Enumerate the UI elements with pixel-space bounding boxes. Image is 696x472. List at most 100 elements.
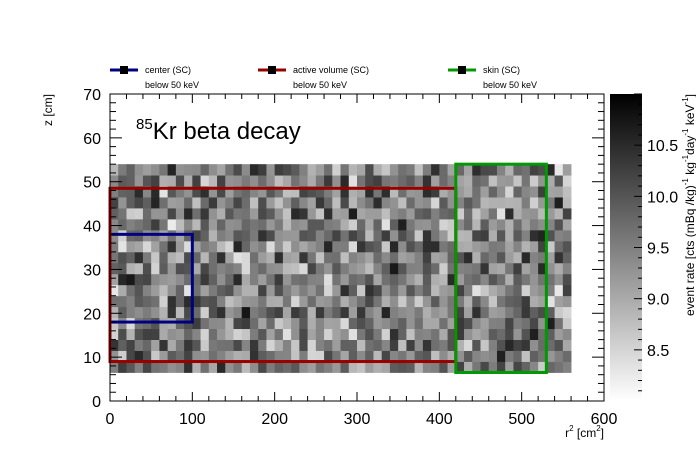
heatmap-cell [513, 273, 523, 286]
heatmap-cell [258, 361, 267, 373]
legend-sublabel: below 50 keV [483, 80, 537, 90]
heatmap-cell [332, 350, 341, 362]
heatmap-cell [217, 361, 226, 373]
heatmap-cell [258, 229, 267, 242]
heatmap-cell [151, 197, 160, 209]
heatmap-cell [381, 208, 391, 220]
heatmap-cell [488, 197, 498, 209]
heatmap-cell [414, 164, 424, 176]
heatmap-cell [175, 186, 185, 198]
heatmap-cell [422, 328, 432, 340]
heatmap-cell [365, 262, 374, 275]
legend-marker [120, 66, 128, 74]
heatmap-cell [546, 164, 555, 176]
heatmap-cell [496, 197, 506, 209]
heatmap-cell [332, 284, 341, 297]
heatmap-cell [472, 186, 481, 198]
heatmap-cell [332, 295, 341, 308]
heatmap-cell [299, 197, 308, 209]
heatmap-cell [464, 218, 473, 231]
heatmap-cell [225, 350, 234, 362]
heatmap-cell [422, 186, 432, 198]
heatmap-cell [192, 197, 201, 209]
heatmap-cell [134, 339, 144, 351]
heatmap-cell [340, 262, 350, 275]
heatmap-cell [340, 328, 350, 340]
heatmap-cell [431, 339, 440, 351]
heatmap-cell [274, 262, 284, 275]
heatmap-cell [274, 218, 284, 231]
heatmap-cell [241, 175, 251, 187]
heatmap-cell [192, 251, 201, 264]
heatmap-cell [505, 197, 514, 209]
heatmap-cell [315, 175, 325, 187]
heatmap-cell [529, 229, 539, 242]
heatmap-cell [488, 328, 498, 340]
heatmap-cell [241, 317, 251, 330]
heatmap-cell [381, 186, 391, 198]
heatmap-cell [299, 175, 308, 187]
x-tick-label: 200 [261, 411, 288, 428]
heatmap-cell [340, 273, 350, 286]
heatmap-cell [521, 328, 531, 340]
heatmap-cell [200, 361, 210, 373]
heatmap-cell [381, 229, 391, 242]
heatmap-cell [455, 164, 465, 176]
heatmap-cell [217, 317, 226, 330]
heatmap-cell [192, 164, 201, 176]
colorbar-tick-label: 9.0 [647, 292, 669, 309]
heatmap-cell [406, 273, 416, 286]
heatmap-cell [472, 306, 481, 319]
heatmap-cell [126, 328, 136, 340]
heatmap-cell [208, 208, 218, 220]
heatmap-cell [151, 208, 160, 220]
heatmap-cell [554, 339, 564, 351]
heatmap-cell [315, 208, 325, 220]
heatmap-cell [488, 273, 498, 286]
heatmap-cell [249, 175, 259, 187]
heatmap-cell [159, 197, 169, 209]
heatmap-cell [241, 197, 251, 209]
heatmap-cell [340, 175, 350, 187]
heatmap-cell [389, 295, 399, 308]
heatmap-cell [381, 295, 391, 308]
heatmap-cell [159, 350, 169, 362]
heatmap-cell [464, 197, 473, 209]
heatmap-cell [175, 164, 185, 176]
heatmap-cell [167, 186, 177, 198]
heatmap-cell [488, 361, 498, 373]
heatmap-cell [422, 350, 432, 362]
heatmap-cell [348, 251, 358, 264]
heatmap-cell [348, 262, 358, 275]
heatmap-cell [348, 295, 358, 308]
heatmap-cell [233, 284, 243, 297]
heatmap-cell [538, 350, 547, 362]
heatmap-cell [455, 262, 465, 275]
heatmap-cell [439, 251, 448, 264]
heatmap-cell [381, 284, 391, 297]
heatmap-cell [357, 339, 366, 351]
y-tick-label: 0 [92, 394, 101, 411]
heatmap-cell [241, 328, 251, 340]
heatmap-cell [464, 251, 473, 264]
heatmap-cell [455, 273, 465, 286]
heatmap-cell [538, 218, 547, 231]
heatmap-cell [447, 361, 457, 373]
heatmap-cell [414, 273, 424, 286]
heatmap-cell [307, 240, 317, 253]
heatmap-cell [439, 317, 448, 330]
heatmap-cell [447, 295, 457, 308]
heatmap-cell [175, 273, 185, 286]
heatmap-cell [208, 284, 218, 297]
heatmap-cell [406, 186, 416, 198]
heatmap-cell [513, 317, 523, 330]
heatmap-cell [159, 262, 169, 275]
heatmap-cell [332, 306, 341, 319]
heatmap-cell [439, 295, 448, 308]
heatmap-cell [521, 197, 531, 209]
heatmap-cell [225, 164, 234, 176]
heatmap-cell [126, 164, 136, 176]
heatmap-cell [472, 284, 481, 297]
heatmap-cell [110, 262, 119, 275]
heatmap-cell [455, 306, 465, 319]
